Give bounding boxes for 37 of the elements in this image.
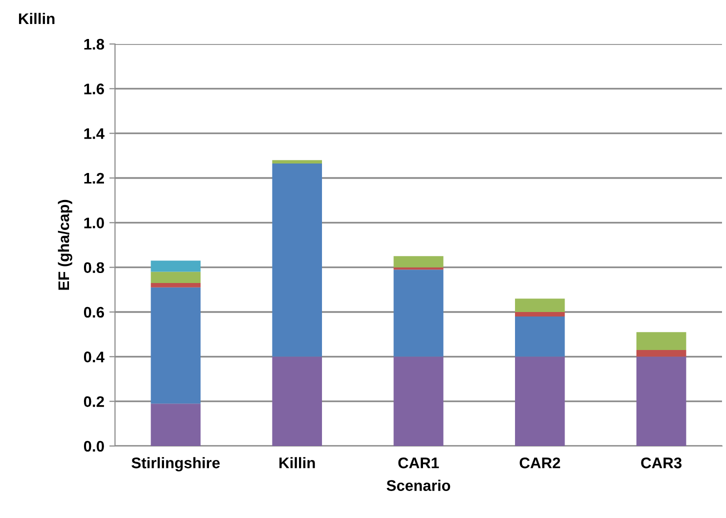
y-tick-label: 1.6 <box>84 84 104 94</box>
y-tick-label: 0.2 <box>84 396 104 408</box>
bar <box>394 270 444 357</box>
bar <box>150 404 201 446</box>
y-tick-label: 1.4 <box>84 128 105 139</box>
bar <box>150 282 201 288</box>
x-tick-label: Stirlingshire <box>132 457 220 472</box>
x-tick-label: CAR1 <box>398 458 439 468</box>
x-tick-label: Killin <box>279 457 315 468</box>
bar <box>272 356 322 446</box>
bar <box>150 260 201 272</box>
bar <box>272 163 322 357</box>
y-tick-label: 1.8 <box>84 38 104 50</box>
y-tick-label: 1.0 <box>84 218 104 228</box>
bar <box>150 287 201 404</box>
bar <box>394 267 444 270</box>
bar <box>515 316 565 357</box>
y-axis-title: EF (gha/cap) <box>58 200 72 290</box>
bar <box>515 312 565 316</box>
y-tick-label: 0.8 <box>84 262 104 274</box>
bar <box>394 356 444 446</box>
chart-title: Killin <box>19 12 54 24</box>
bar <box>515 298 565 312</box>
bar <box>636 332 686 350</box>
y-tick-label: 0.4 <box>84 352 105 362</box>
y-tick-label: 1.2 <box>84 172 104 184</box>
bar <box>636 356 686 446</box>
bar <box>636 350 686 357</box>
bar <box>272 160 322 164</box>
bar <box>150 272 201 283</box>
y-tick-label: 0.6 <box>84 306 104 318</box>
x-tick-label: CAR2 <box>520 458 560 468</box>
x-tick-label: CAR3 <box>641 458 682 468</box>
bar <box>515 356 565 446</box>
bar <box>394 256 444 268</box>
y-tick-label: 0.0 <box>84 440 104 452</box>
x-axis-title: Scenario <box>386 480 450 491</box>
